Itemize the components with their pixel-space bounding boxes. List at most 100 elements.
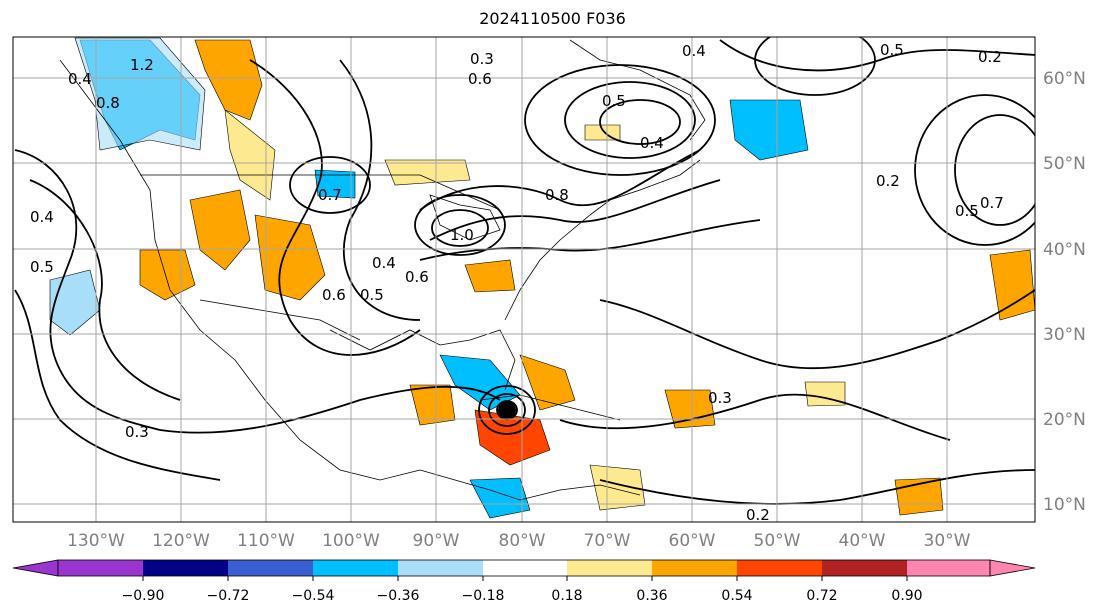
contour-label: 0.3: [470, 50, 494, 68]
colorbar-bin: [737, 560, 822, 576]
colorbar-ticks: [142, 576, 908, 581]
colorbar-tick-label: 0.72: [806, 588, 837, 604]
colorbar-tick-label: −0.54: [292, 588, 335, 604]
colorbar-tick-labels: −0.90 −0.72 −0.54 −0.36 −0.18 0.18 0.36 …: [122, 588, 923, 604]
contour-label: 0.7: [318, 186, 342, 204]
lat-label: 20°N: [1043, 410, 1086, 430]
lon-label: 30°W: [924, 531, 971, 551]
contour-label: 0.7: [980, 194, 1004, 212]
contour-label: 0.6: [322, 286, 346, 304]
contour-line: [599, 469, 1035, 505]
colorbar-tick-label: 0.36: [636, 588, 667, 604]
latitude-labels: 60°N 50°N 40°N 30°N 20°N 10°N: [1043, 69, 1086, 515]
colorbar-bin: [313, 560, 398, 576]
colorbar-bin: [228, 560, 313, 576]
contour-label: 0.4: [372, 254, 396, 272]
contour-line: [14, 149, 161, 431]
lat-label: 40°N: [1043, 240, 1086, 260]
contour-label: 0.4: [640, 134, 664, 152]
lon-label: 90°W: [413, 531, 460, 551]
lat-label: 10°N: [1043, 495, 1086, 515]
contour-label: 0.5: [880, 41, 904, 59]
contour-ring: [478, 385, 536, 435]
colorbar-tick-label: −0.36: [377, 588, 420, 604]
contour-ring: [564, 81, 696, 159]
contour-label: 0.8: [545, 186, 569, 204]
map-frame: [12, 36, 1036, 523]
contour-label: 0.6: [468, 70, 492, 88]
coast-greenland: [569, 39, 706, 141]
contour-label: 0.5: [30, 258, 54, 276]
shade-orange-rockies-north: [194, 39, 263, 121]
shade-blue-atlantic-north: [729, 99, 809, 161]
map-panel: 0.4 0.8 0.5 0.6 0.3 0.2 0.7 1.0 0.8 0.4 …: [13, 37, 1035, 524]
contour-line: [429, 179, 721, 241]
coast-gulf-of-mexico: [329, 329, 516, 391]
coast-west-north-america: [59, 59, 421, 481]
contour-line: [419, 219, 761, 261]
contour-ring: [914, 94, 1035, 246]
contour-label: 1.0: [450, 226, 474, 244]
lon-label: 80°W: [499, 531, 546, 551]
border-us-canada: [140, 174, 501, 211]
contour-ring: [414, 194, 506, 256]
shade-yellow-lakes: [384, 159, 471, 186]
coast-central-america: [419, 469, 641, 501]
contour-line: [159, 385, 501, 434]
colorbar-bin: [398, 560, 483, 576]
lon-label: 50°W: [754, 531, 801, 551]
shade-orange-hurricane-east: [519, 354, 576, 411]
contour-line: [599, 289, 1035, 370]
colorbar-tick-label: 0.54: [721, 588, 752, 604]
contour-ring: [954, 114, 1035, 226]
colorbar-bin: [822, 560, 907, 576]
shade-orange-carolina: [464, 259, 516, 293]
colorbar-extend-low: [12, 559, 59, 577]
contour-label: 0.4: [68, 70, 92, 88]
colorbar-bin: [143, 560, 228, 576]
contour-label: 0.3: [125, 423, 149, 441]
contour-label: 0.4: [682, 42, 706, 60]
lon-label: 40°W: [839, 531, 886, 551]
contour-label: 0.2: [746, 506, 770, 524]
colorbar-tick-label: −0.18: [462, 588, 505, 604]
contour-ring: [599, 99, 681, 145]
shade-orange-baja: [139, 249, 196, 301]
lon-label: 100°W: [322, 531, 380, 551]
contour-label: 0.2: [978, 48, 1002, 66]
map-title: 2024110500 F036: [479, 9, 626, 28]
graticule: [13, 37, 1035, 522]
coastlines: [59, 39, 706, 501]
shaded-fields: [49, 37, 1035, 519]
lat-label: 60°N: [1043, 69, 1086, 89]
contour-labels: 0.4 0.8 0.5 0.6 0.3 0.2 0.7 1.0 0.8 0.4 …: [30, 41, 1004, 524]
contour-line: [249, 59, 421, 356]
lon-label: 130°W: [67, 531, 125, 551]
contour-line: [559, 393, 951, 441]
colorbar: −0.90 −0.72 −0.54 −0.36 −0.18 0.18 0.36 …: [12, 559, 1036, 604]
contour-line: [419, 149, 701, 211]
lon-label: 60°W: [669, 531, 716, 551]
shade-yellow-caribbean: [589, 464, 646, 511]
colorbar-bin: [907, 560, 990, 576]
coast-lakes: [429, 194, 501, 241]
hurricane-center-marker: [498, 401, 516, 419]
contour-label: 0.4: [30, 208, 54, 226]
contour-ring: [754, 37, 876, 96]
colorbar-outline: [57, 559, 991, 577]
contour-ring: [289, 156, 371, 214]
contour-label: 0.6: [405, 268, 429, 286]
contour-ring: [524, 64, 716, 176]
contour-ring: [431, 209, 489, 247]
border-us-mexico: [199, 299, 361, 341]
contour-label: 0.5: [602, 92, 626, 110]
lat-label: 30°N: [1043, 325, 1086, 345]
contour-label: 0.8: [96, 94, 120, 112]
colorbar-tick-label: −0.72: [207, 588, 250, 604]
lat-label: 50°N: [1043, 154, 1086, 174]
contour-label: 0.2: [876, 172, 900, 190]
shade-orange-rockies-mid: [189, 189, 251, 271]
colorbar-bin: [567, 560, 652, 576]
contour-label: 0.5: [360, 286, 384, 304]
